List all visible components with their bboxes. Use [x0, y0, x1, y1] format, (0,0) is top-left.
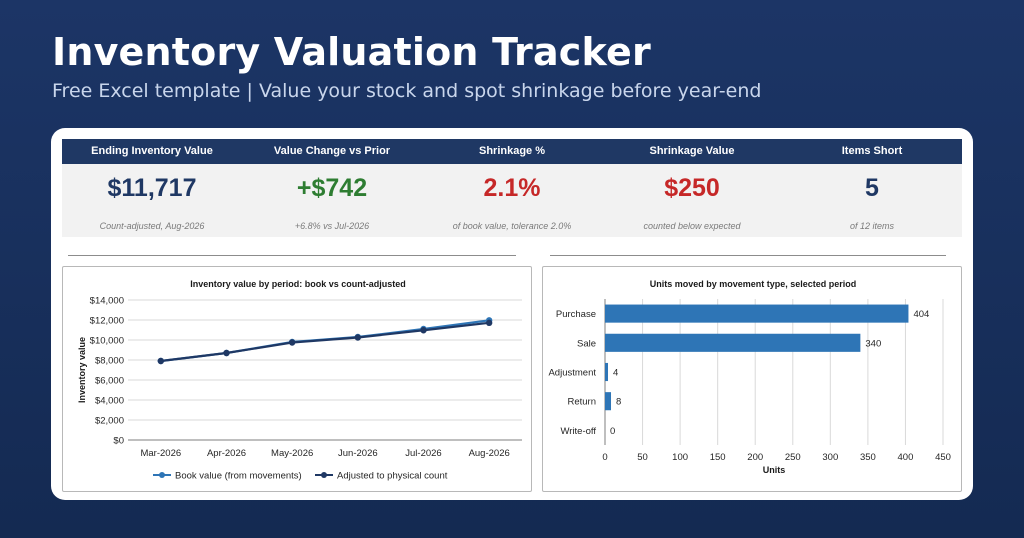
- legend-label: Book value (from movements): [175, 471, 302, 482]
- line-chart-panel: Inventory value by period: book vs count…: [62, 266, 532, 492]
- category-label: Adjustment: [548, 368, 596, 379]
- chart-title: Inventory value by period: book vs count…: [190, 279, 406, 289]
- kpi-band: Ending Inventory Value Value Change vs P…: [62, 139, 962, 237]
- kpi-label-value-change: Value Change vs Prior: [273, 145, 391, 157]
- line-chart: Inventory value by period: book vs count…: [77, 279, 522, 482]
- bar: [605, 304, 909, 323]
- data-point: [485, 319, 493, 327]
- kpi-value-row: $11,717 Count-adjusted, Aug-2026 +$742 +…: [62, 164, 962, 237]
- x-tick-label: 0: [602, 452, 607, 463]
- data-label: 0: [610, 426, 615, 437]
- bar: [605, 392, 612, 411]
- x-tick-label: 200: [747, 452, 763, 463]
- kpi-note: +6.8% vs Jul-2026: [294, 221, 370, 231]
- kpi-label-shrinkage-pct: Shrinkage %: [478, 145, 546, 157]
- x-tick-label: 100: [672, 452, 688, 463]
- kpi-note: counted below expected: [643, 221, 741, 231]
- series-line: [160, 321, 490, 363]
- x-tick-label: 350: [860, 452, 876, 463]
- dashboard-card: Ending Inventory Value Value Change vs P…: [51, 128, 973, 500]
- data-label: 340: [865, 338, 881, 349]
- legend-label: Adjusted to physical count: [337, 471, 448, 482]
- category-label: Sale: [577, 338, 596, 349]
- kpi-shrinkage-value: $250 counted below expected: [602, 164, 782, 237]
- kpi-note: Count-adjusted, Aug-2026: [99, 221, 205, 231]
- kpi-items-short: 5 of 12 items: [782, 164, 962, 237]
- data-label: 4: [613, 368, 618, 379]
- data-point: [223, 349, 230, 357]
- data-label: 404: [913, 309, 929, 320]
- x-tick-label: 400: [898, 452, 914, 463]
- divider-left: [68, 255, 516, 256]
- bar-chart: Units moved by movement type, selected p…: [548, 279, 951, 475]
- x-tick-label: 300: [822, 452, 838, 463]
- kpi-value: 5: [865, 174, 879, 202]
- legend-marker: [159, 472, 165, 478]
- kpi-note: of book value, tolerance 2.0%: [452, 221, 572, 231]
- x-tick-label: Apr-2026: [207, 448, 246, 459]
- y-tick-label: $4,000: [95, 396, 124, 407]
- y-tick-label: $2,000: [95, 416, 124, 427]
- category-label: Purchase: [556, 309, 596, 320]
- x-tick-label: May-2026: [271, 448, 313, 459]
- kpi-label-ending-value: Ending Inventory Value: [91, 145, 213, 157]
- bar-chart-panel: Units moved by movement type, selected p…: [542, 266, 962, 492]
- kpi-value: 2.1%: [483, 174, 541, 202]
- y-tick-label: $8,000: [95, 356, 124, 367]
- kpi-value: $11,717: [107, 174, 197, 202]
- y-tick-label: $0: [113, 436, 124, 447]
- data-point: [157, 357, 165, 365]
- bar: [605, 333, 861, 352]
- x-tick-label: 450: [935, 452, 951, 463]
- data-point: [288, 339, 296, 346]
- chart-title: Units moved by movement type, selected p…: [650, 279, 857, 289]
- divider-right: [550, 255, 946, 256]
- legend-marker: [321, 472, 327, 478]
- kpi-header-row: Ending Inventory Value Value Change vs P…: [62, 139, 962, 164]
- kpi-shrinkage-pct: 2.1% of book value, tolerance 2.0%: [422, 164, 602, 237]
- kpi-label-shrinkage-value: Shrinkage Value: [649, 145, 735, 157]
- category-label: Return: [567, 397, 596, 408]
- kpi-value-change: +$742 +6.8% vs Jul-2026: [242, 164, 422, 237]
- x-tick-label: Mar-2026: [140, 448, 181, 459]
- x-tick-label: 250: [785, 452, 801, 463]
- x-tick-label: Jul-2026: [405, 448, 441, 459]
- y-tick-label: $12,000: [90, 316, 124, 327]
- kpi-value: $250: [664, 174, 720, 202]
- page-title: Inventory Valuation Tracker: [52, 30, 651, 74]
- data-label: 8: [616, 397, 621, 408]
- x-axis-label: Units: [763, 465, 786, 475]
- data-point: [354, 334, 362, 341]
- page-subtitle: Free Excel template | Value your stock a…: [52, 80, 762, 102]
- y-axis-label: Inventory value: [77, 337, 87, 403]
- x-tick-label: Jun-2026: [338, 448, 378, 459]
- bar: [605, 362, 609, 382]
- x-tick-label: Aug-2026: [469, 448, 510, 459]
- y-tick-label: $10,000: [90, 336, 124, 347]
- kpi-note: of 12 items: [849, 221, 895, 231]
- x-tick-label: 150: [710, 452, 726, 463]
- kpi-value: +$742: [296, 174, 368, 202]
- y-tick-label: $6,000: [95, 376, 124, 387]
- kpi-label-items-short: Items Short: [841, 145, 903, 157]
- category-label: Write-off: [560, 426, 596, 437]
- data-point: [420, 327, 427, 334]
- x-tick-label: 50: [637, 452, 648, 463]
- y-tick-label: $14,000: [90, 296, 124, 307]
- kpi-ending-value: $11,717 Count-adjusted, Aug-2026: [62, 164, 242, 237]
